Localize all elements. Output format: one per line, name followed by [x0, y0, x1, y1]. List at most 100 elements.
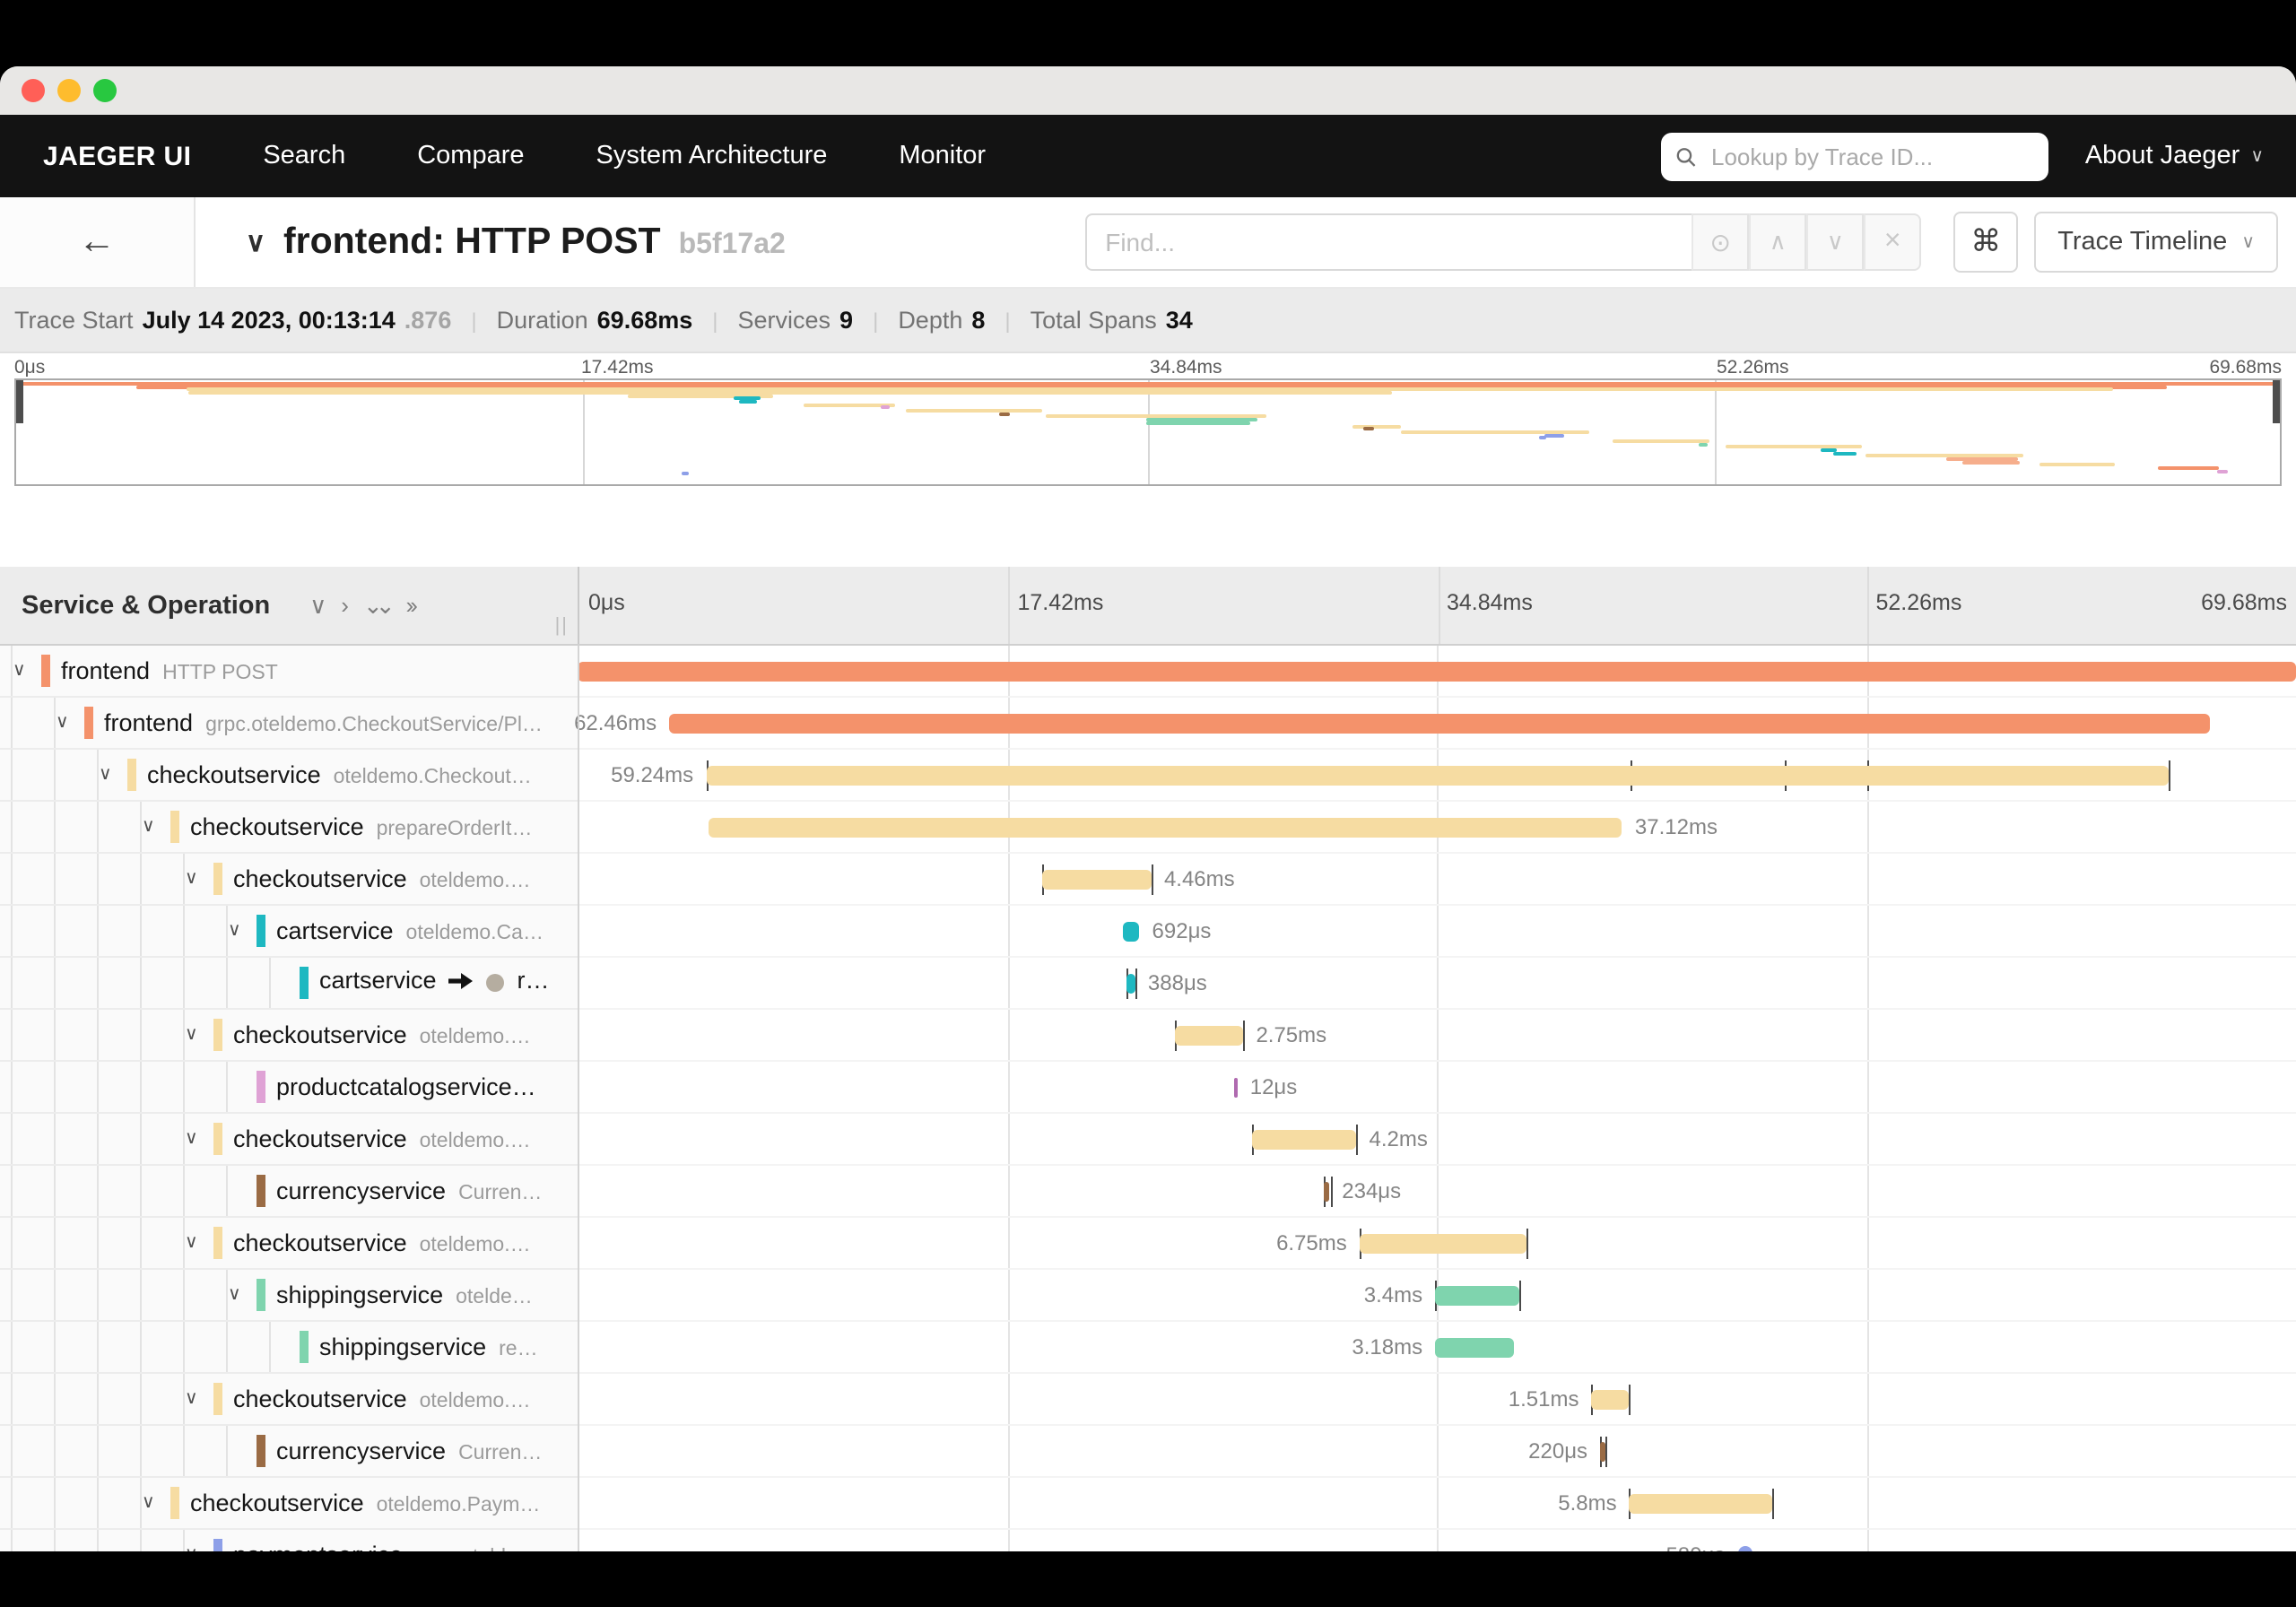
span-duration-bar[interactable]	[1323, 1182, 1330, 1202]
about-jaeger-menu[interactable]: About Jaeger ∨	[2084, 142, 2264, 170]
span-row[interactable]: ∨ cartservice oteldemo.Ca… 692μs	[0, 906, 2296, 958]
span-expander-chevron-icon[interactable]: ∨	[185, 1025, 198, 1045]
trace-minimap[interactable]	[14, 378, 2282, 486]
collapse-all-icon[interactable]: ⌄⌄	[362, 591, 395, 618]
span-row[interactable]: currencyservice Curren… 234μs	[0, 1166, 2296, 1218]
span-duration-bar[interactable]	[1126, 974, 1135, 994]
find-clear-button[interactable]: ×	[1864, 213, 1922, 271]
span-name-cell[interactable]: currencyservice Curren…	[0, 1426, 578, 1478]
span-row[interactable]: ∨ checkoutservice oteldemo.Checkout… 59.24m…	[0, 750, 2296, 802]
span-duration-bar[interactable]	[1435, 1286, 1519, 1306]
span-row[interactable]: ∨ checkoutservice oteldemo.… 1.51ms	[0, 1374, 2296, 1426]
span-name-cell[interactable]: ∨ checkoutservice oteldemo.…	[0, 1114, 578, 1166]
span-duration-bar[interactable]	[1629, 1494, 1772, 1514]
keyboard-shortcuts-button[interactable]: ⌘	[1953, 212, 2019, 273]
span-row[interactable]: ∨ frontend grpc.oteldemo.CheckoutService/P…	[0, 698, 2296, 750]
span-name-cell[interactable]: ∨ frontend HTTP POST	[0, 646, 578, 698]
span-row[interactable]: ∨ paymentservice grpc.otelde… 580μs	[0, 1530, 2296, 1551]
span-row[interactable]: ∨ checkoutservice oteldemo.… 6.75ms	[0, 1218, 2296, 1270]
span-timeline-cell[interactable]: 37.12ms	[578, 802, 2296, 854]
find-prev-button[interactable]: ∧	[1749, 213, 1807, 271]
collapse-one-icon[interactable]: ∨	[309, 591, 326, 618]
span-duration-bar[interactable]	[1591, 1390, 1629, 1410]
span-duration-bar[interactable]	[1600, 1442, 1606, 1462]
span-timeline-cell[interactable]: 5.8ms	[578, 1478, 2296, 1530]
span-row[interactable]: ∨ checkoutservice oteldemo.Paym… 5.8ms	[0, 1478, 2296, 1530]
find-match-highlight-button[interactable]: ⊙	[1692, 213, 1750, 271]
span-timeline-cell[interactable]: 4.2ms	[578, 1114, 2296, 1166]
minimize-window-button[interactable]	[57, 79, 81, 102]
span-timeline-cell[interactable]: 692μs	[578, 906, 2296, 958]
span-row[interactable]: ∨ checkoutservice oteldemo.… 4.46ms	[0, 854, 2296, 906]
span-expander-chevron-icon[interactable]: ∨	[185, 1129, 198, 1149]
trace-lookup-input[interactable]	[1708, 141, 2035, 171]
span-duration-bar[interactable]	[706, 766, 2169, 786]
span-timeline-cell[interactable]: 12μs	[578, 1062, 2296, 1114]
span-name-cell[interactable]: ∨ checkoutservice oteldemo.Checkout…	[0, 750, 578, 802]
expand-one-icon[interactable]: ›	[341, 591, 349, 618]
span-row[interactable]: currencyservice Curren… 220μs	[0, 1426, 2296, 1478]
span-timeline-cell[interactable]: 3.18ms	[578, 1322, 2296, 1374]
span-duration-bar[interactable]	[1122, 922, 1140, 942]
span-expander-chevron-icon[interactable]: ∨	[185, 869, 198, 889]
minimap-left-scrubber[interactable]	[16, 380, 23, 423]
span-expander-chevron-icon[interactable]: ∨	[142, 1493, 155, 1513]
span-duration-bar[interactable]	[1041, 870, 1152, 890]
span-timeline-cell[interactable]: 580μs	[578, 1530, 2296, 1551]
span-row[interactable]: ∨ shippingservice otelde… 3.4ms	[0, 1270, 2296, 1322]
column-resizer-grip[interactable]: ||	[554, 615, 569, 637]
span-name-cell[interactable]: productcatalogservice…	[0, 1062, 578, 1114]
column-divider[interactable]	[578, 646, 579, 1551]
span-name-cell[interactable]: ∨ shippingservice otelde…	[0, 1270, 578, 1322]
span-duration-bar[interactable]	[1175, 1026, 1244, 1046]
span-timeline-cell[interactable]: 62.46ms	[574, 698, 2296, 750]
span-timeline-cell[interactable]: 220μs	[578, 1426, 2296, 1478]
span-expander-chevron-icon[interactable]: ∨	[228, 1285, 241, 1305]
span-timeline-cell[interactable]: 3.4ms	[578, 1270, 2296, 1322]
span-timeline-cell[interactable]: 6.75ms	[578, 1218, 2296, 1270]
span-expander-chevron-icon[interactable]: ∨	[185, 1233, 198, 1253]
span-row[interactable]: ∨ checkoutservice oteldemo.… 2.75ms	[0, 1010, 2296, 1062]
span-duration-bar[interactable]	[669, 714, 2211, 734]
nav-link-compare[interactable]: Compare	[417, 142, 525, 170]
jaeger-logo[interactable]: JAEGER UI	[43, 141, 192, 171]
span-name-cell[interactable]: ∨ checkoutservice oteldemo.…	[0, 854, 578, 906]
collapse-trace-chevron-icon[interactable]: ∨	[246, 228, 265, 258]
span-timeline-cell[interactable]: 4.46ms	[578, 854, 2296, 906]
trace-lookup-box[interactable]	[1661, 132, 2049, 180]
span-timeline-cell[interactable]: 388μs	[578, 958, 2296, 1010]
span-expander-chevron-icon[interactable]: ∨	[228, 921, 241, 941]
span-timeline-cell[interactable]: 234μs	[578, 1166, 2296, 1218]
nav-link-search[interactable]: Search	[263, 142, 346, 170]
span-duration-bar[interactable]	[708, 818, 1622, 838]
span-duration-bar[interactable]	[1435, 1338, 1514, 1358]
span-name-cell[interactable]: ∨ checkoutservice oteldemo.…	[0, 1010, 578, 1062]
span-name-cell[interactable]: ∨ checkoutservice oteldemo.…	[0, 1218, 578, 1270]
span-duration-bar[interactable]	[1737, 1546, 1752, 1551]
span-row[interactable]: ∨ checkoutservice oteldemo.… 4.2ms	[0, 1114, 2296, 1166]
span-expander-chevron-icon[interactable]: ∨	[142, 817, 155, 837]
span-expander-chevron-icon[interactable]: ∨	[185, 1545, 198, 1551]
span-row[interactable]: ∨ frontend HTTP POST	[0, 646, 2296, 698]
span-timeline-cell[interactable]: 2.75ms	[578, 1010, 2296, 1062]
span-duration-bar[interactable]	[1233, 1078, 1238, 1098]
span-row[interactable]: shippingservice re… 3.18ms	[0, 1322, 2296, 1374]
span-duration-bar[interactable]	[578, 662, 2296, 682]
span-duration-bar[interactable]	[1359, 1234, 1526, 1254]
nav-link-system-architecture[interactable]: System Architecture	[596, 142, 828, 170]
span-expander-chevron-icon[interactable]: ∨	[56, 713, 69, 733]
nav-link-monitor[interactable]: Monitor	[899, 142, 987, 170]
zoom-window-button[interactable]	[93, 79, 117, 102]
span-name-cell[interactable]: ∨ checkoutservice prepareOrderIt…	[0, 802, 578, 854]
span-name-cell[interactable]: ∨ paymentservice grpc.otelde…	[0, 1530, 578, 1551]
span-row[interactable]: cartservice r… 388μs	[0, 958, 2296, 1010]
span-timeline-cell[interactable]: 1.51ms	[578, 1374, 2296, 1426]
span-duration-bar[interactable]	[1252, 1130, 1357, 1150]
span-name-cell[interactable]: cartservice r…	[0, 958, 578, 1010]
close-window-button[interactable]	[22, 79, 45, 102]
span-timeline-cell[interactable]	[578, 646, 2296, 698]
span-expander-chevron-icon[interactable]: ∨	[13, 661, 26, 681]
expand-all-icon[interactable]: ››	[405, 591, 418, 618]
minimap-right-scrubber[interactable]	[2273, 380, 2280, 423]
find-input[interactable]	[1085, 213, 1692, 271]
